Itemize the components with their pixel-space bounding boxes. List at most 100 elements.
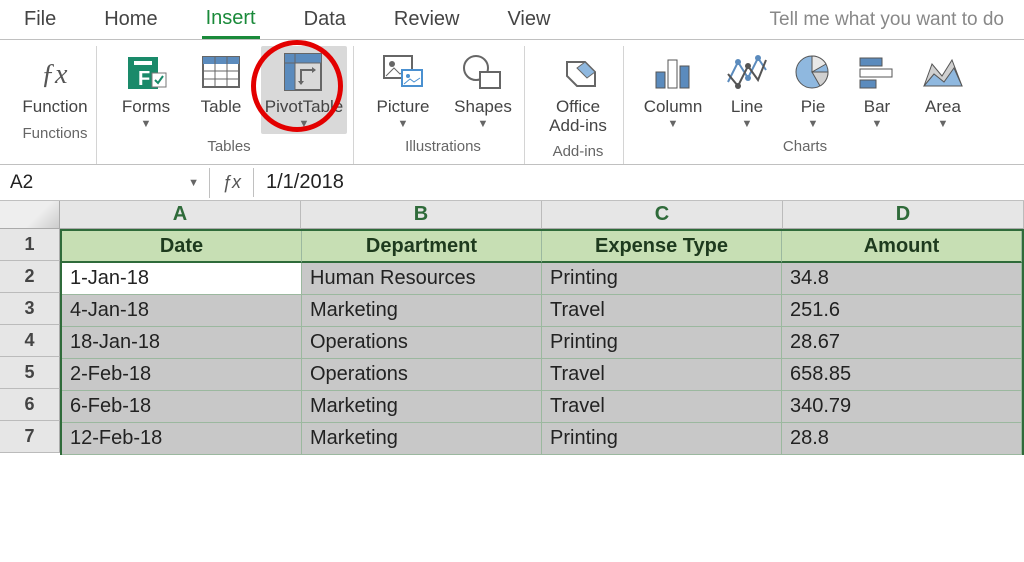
formula-input[interactable]: 1/1/2018 bbox=[254, 167, 1024, 198]
column-chart-icon bbox=[650, 50, 696, 96]
picture-button[interactable]: Picture ▼ bbox=[368, 46, 438, 134]
function-button[interactable]: ƒx Function bbox=[20, 46, 90, 121]
forms-button[interactable]: F Forms ▼ bbox=[111, 46, 181, 134]
forms-icon: F bbox=[123, 50, 169, 96]
header-cell[interactable]: Expense Type bbox=[542, 231, 782, 263]
tab-file[interactable]: File bbox=[20, 2, 60, 37]
pie-chart-icon bbox=[790, 50, 836, 96]
row-gutter: 1 2 3 4 5 6 7 bbox=[0, 201, 60, 455]
spreadsheet: 1 2 3 4 5 6 7 A B C D Date Department Ex… bbox=[0, 201, 1024, 455]
tab-data[interactable]: Data bbox=[300, 2, 350, 37]
svg-text:ƒx: ƒx bbox=[41, 59, 68, 90]
addins-icon bbox=[555, 50, 601, 96]
col-header[interactable]: B bbox=[301, 201, 542, 229]
cell[interactable]: 251.6 bbox=[782, 295, 1022, 327]
col-header[interactable]: D bbox=[783, 201, 1024, 229]
cell[interactable]: 28.67 bbox=[782, 327, 1022, 359]
row-header[interactable]: 7 bbox=[0, 421, 60, 453]
name-box-value: A2 bbox=[10, 172, 33, 194]
table-row: 4-Jan-18 Marketing Travel 251.6 bbox=[62, 295, 1022, 327]
select-all-corner[interactable] bbox=[0, 201, 60, 229]
pivottable-button[interactable]: PivotTable ▼ bbox=[261, 46, 347, 134]
svg-text:F: F bbox=[138, 68, 150, 90]
row-header[interactable]: 1 bbox=[0, 229, 60, 261]
name-box[interactable]: A2 ▼ bbox=[0, 168, 210, 198]
cell[interactable]: Operations bbox=[302, 359, 542, 391]
column-headers: A B C D bbox=[60, 201, 1024, 229]
row-header[interactable]: 2 bbox=[0, 261, 60, 293]
row-header[interactable]: 5 bbox=[0, 357, 60, 389]
col-header[interactable]: C bbox=[542, 201, 783, 229]
tab-review[interactable]: Review bbox=[390, 2, 464, 37]
function-icon: ƒx bbox=[32, 50, 78, 96]
cell[interactable]: Human Resources bbox=[302, 263, 542, 295]
tell-me-search[interactable]: Tell me what you want to do bbox=[770, 9, 1004, 31]
chevron-down-icon: ▼ bbox=[668, 118, 679, 130]
bar-chart-button[interactable]: Bar ▼ bbox=[850, 46, 904, 134]
group-tables: F Forms ▼ Table PivotTable ▼ Tables bbox=[105, 46, 354, 164]
formula-bar: A2 ▼ ƒx 1/1/2018 bbox=[0, 165, 1024, 201]
group-illustrations: Picture ▼ Shapes ▼ Illustrations bbox=[362, 46, 525, 164]
cell[interactable]: Marketing bbox=[302, 391, 542, 423]
group-charts: Column ▼ Line ▼ Pie ▼ B bbox=[632, 46, 978, 164]
cell[interactable]: Travel bbox=[542, 359, 782, 391]
bar-chart-icon bbox=[854, 50, 900, 96]
chevron-down-icon: ▼ bbox=[188, 177, 199, 189]
cell[interactable]: 340.79 bbox=[782, 391, 1022, 423]
chevron-down-icon: ▼ bbox=[141, 118, 152, 130]
cell[interactable]: Printing bbox=[542, 423, 782, 455]
area-chart-button[interactable]: Area ▼ bbox=[914, 46, 972, 134]
table-icon bbox=[198, 50, 244, 96]
group-label: Add-ins bbox=[553, 143, 604, 160]
chevron-down-icon: ▼ bbox=[872, 118, 883, 130]
cell[interactable]: 18-Jan-18 bbox=[62, 327, 302, 359]
chevron-down-icon: ▼ bbox=[742, 118, 753, 130]
group-label: Tables bbox=[207, 138, 250, 155]
tab-insert[interactable]: Insert bbox=[202, 1, 260, 39]
pie-chart-button[interactable]: Pie ▼ bbox=[786, 46, 840, 134]
chevron-down-icon: ▼ bbox=[478, 118, 489, 130]
table-row: 6-Feb-18 Marketing Travel 340.79 bbox=[62, 391, 1022, 423]
cell[interactable]: 658.85 bbox=[782, 359, 1022, 391]
chevron-down-icon: ▼ bbox=[398, 118, 409, 130]
cell[interactable]: 4-Jan-18 bbox=[62, 295, 302, 327]
table-row: 18-Jan-18 Operations Printing 28.67 bbox=[62, 327, 1022, 359]
cell[interactable]: 34.8 bbox=[782, 263, 1022, 295]
column-chart-button[interactable]: Column ▼ bbox=[638, 46, 708, 134]
header-cell[interactable]: Date bbox=[62, 231, 302, 263]
group-label: Functions bbox=[22, 125, 87, 142]
cell[interactable]: 12-Feb-18 bbox=[62, 423, 302, 455]
col-header[interactable]: A bbox=[60, 201, 301, 229]
cell[interactable]: Travel bbox=[542, 391, 782, 423]
pivottable-icon bbox=[281, 50, 327, 96]
header-cell[interactable]: Amount bbox=[782, 231, 1022, 263]
row-header[interactable]: 6 bbox=[0, 389, 60, 421]
cell[interactable]: Marketing bbox=[302, 295, 542, 327]
shapes-icon bbox=[460, 50, 506, 96]
cell[interactable]: Marketing bbox=[302, 423, 542, 455]
table-button[interactable]: Table bbox=[191, 46, 251, 121]
group-label: Illustrations bbox=[405, 138, 481, 155]
row-header[interactable]: 4 bbox=[0, 325, 60, 357]
tab-home[interactable]: Home bbox=[100, 2, 161, 37]
menu-tabs: File Home Insert Data Review View Tell m… bbox=[0, 0, 1024, 40]
cell[interactable]: Printing bbox=[542, 327, 782, 359]
table-header-row: Date Department Expense Type Amount bbox=[62, 231, 1022, 263]
cell[interactable]: 1-Jan-18 bbox=[62, 263, 302, 295]
cell[interactable]: 28.8 bbox=[782, 423, 1022, 455]
cell[interactable]: Printing bbox=[542, 263, 782, 295]
office-addins-button[interactable]: Office Add-ins bbox=[539, 46, 617, 139]
row-header[interactable]: 3 bbox=[0, 293, 60, 325]
shapes-button[interactable]: Shapes ▼ bbox=[448, 46, 518, 134]
cell[interactable]: Travel bbox=[542, 295, 782, 327]
line-chart-button[interactable]: Line ▼ bbox=[718, 46, 776, 134]
line-chart-icon bbox=[724, 50, 770, 96]
cell[interactable]: 2-Feb-18 bbox=[62, 359, 302, 391]
cell[interactable]: 6-Feb-18 bbox=[62, 391, 302, 423]
tab-view[interactable]: View bbox=[503, 2, 554, 37]
cell[interactable]: Operations bbox=[302, 327, 542, 359]
group-functions: ƒx Function Functions bbox=[14, 46, 97, 164]
fx-icon[interactable]: ƒx bbox=[210, 168, 254, 197]
header-cell[interactable]: Department bbox=[302, 231, 542, 263]
picture-icon bbox=[380, 50, 426, 96]
